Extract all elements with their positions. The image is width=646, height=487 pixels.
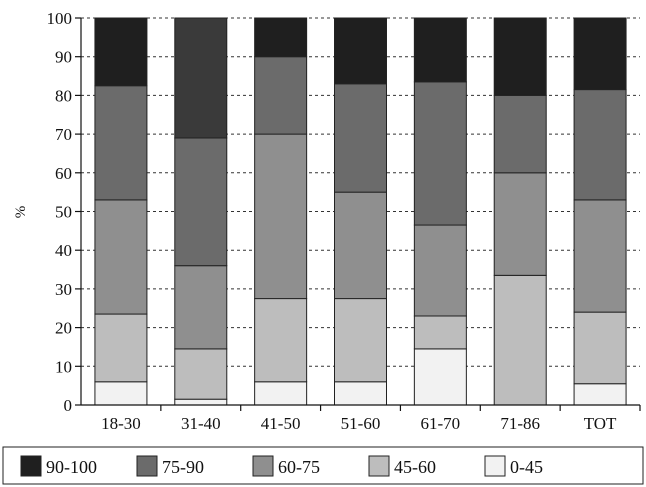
- bar-segment-71-86-75-90: [493, 94, 547, 174]
- bar-segment-71-86-60-75: [493, 172, 547, 276]
- x-tick-label: 31-40: [181, 414, 221, 433]
- bars: [94, 17, 627, 406]
- bar-segment-31-40-60-75: [174, 265, 228, 350]
- bar-segment-TOT-45-60: [573, 311, 627, 385]
- y-tick-label: 20: [55, 319, 72, 338]
- y-tick-label: 50: [55, 203, 72, 222]
- bar-segment-31-40-45-60: [174, 348, 228, 400]
- legend-label-0-45: 0-45: [510, 457, 543, 477]
- legend-swatch-0-45: [484, 455, 506, 477]
- x-tick-label: 51-60: [341, 414, 381, 433]
- x-tick-labels: 18-30 31-40 41-50 51-60 61-70 71-86 TOT: [101, 414, 617, 433]
- bar-segment-TOT-0-45: [573, 383, 627, 406]
- bar-segment-31-40-0-45: [174, 398, 228, 406]
- bar-segment-61-70-75-90: [413, 81, 467, 226]
- bar-segment-61-70-45-60: [413, 315, 467, 350]
- bar-segment-51-60-90-100: [334, 17, 387, 85]
- bar-segment-18-30-60-75: [94, 199, 148, 315]
- bar-segment-31-40-75-90: [174, 137, 228, 267]
- bar-segment-51-60-0-45: [334, 381, 387, 406]
- bar-segment-51-60-45-60: [334, 298, 387, 383]
- x-tick-label: 18-30: [101, 414, 141, 433]
- legend-swatch-45-60: [368, 455, 390, 477]
- bar-segment-18-30-0-45: [94, 381, 148, 406]
- bar-segment-61-70-60-75: [413, 224, 467, 317]
- legend-label-75-90: 75-90: [162, 457, 204, 477]
- bar-segment-31-40-90-100: [174, 17, 228, 139]
- bar-segment-61-70-0-45: [413, 348, 467, 406]
- y-tick-label: 70: [55, 125, 72, 144]
- x-tick-label: 71-86: [500, 414, 540, 433]
- legend: 90-100 75-90 60-75 45-60 0-45: [2, 446, 644, 485]
- y-tick-label: 0: [64, 396, 73, 415]
- x-tick-label: 41-50: [261, 414, 301, 433]
- bar-segment-41-50-0-45: [254, 381, 308, 406]
- y-tick-label: 80: [55, 86, 72, 105]
- bar-segment-41-50-90-100: [254, 17, 308, 58]
- y-tick-label: 60: [55, 164, 72, 183]
- bar-segment-41-50-45-60: [254, 298, 308, 383]
- bar-segment-18-30-45-60: [94, 313, 148, 383]
- legend-box: [2, 446, 644, 485]
- y-axis-label: %: [13, 206, 29, 219]
- y-tick-labels: 0 10 20 30 40 50 60 70 80 90 100: [47, 9, 73, 415]
- legend-swatch-75-90: [136, 455, 158, 477]
- legend-swatch-60-75: [252, 455, 274, 477]
- bar-segment-71-86-90-100: [493, 17, 547, 96]
- legend-swatch-90-100: [20, 455, 42, 477]
- y-tick-label: 10: [55, 357, 72, 376]
- axes: [75, 17, 641, 411]
- bar-segment-41-50-75-90: [254, 56, 308, 135]
- bar-segment-41-50-60-75: [254, 133, 308, 300]
- bar-segment-51-60-75-90: [334, 83, 387, 193]
- legend-label-60-75: 60-75: [278, 457, 320, 477]
- bar-segment-18-30-90-100: [94, 17, 148, 87]
- bar-segment-71-86-45-60: [493, 274, 547, 406]
- bar-segment-18-30-75-90: [94, 85, 148, 201]
- legend-label-45-60: 45-60: [394, 457, 436, 477]
- bar-segment-TOT-90-100: [573, 17, 627, 91]
- bar-segment-51-60-60-75: [334, 191, 387, 300]
- legend-label-90-100: 90-100: [46, 457, 97, 477]
- y-tick-label: 30: [55, 280, 72, 299]
- bar-segment-61-70-90-100: [413, 17, 467, 83]
- y-tick-label: 40: [55, 241, 72, 260]
- x-tick-label: 61-70: [421, 414, 461, 433]
- y-tick-label: 90: [55, 48, 72, 67]
- x-tick-label: TOT: [584, 414, 617, 433]
- bar-segment-TOT-60-75: [573, 199, 627, 313]
- bar-segment-TOT-75-90: [573, 89, 627, 201]
- y-tick-label: 100: [47, 9, 73, 28]
